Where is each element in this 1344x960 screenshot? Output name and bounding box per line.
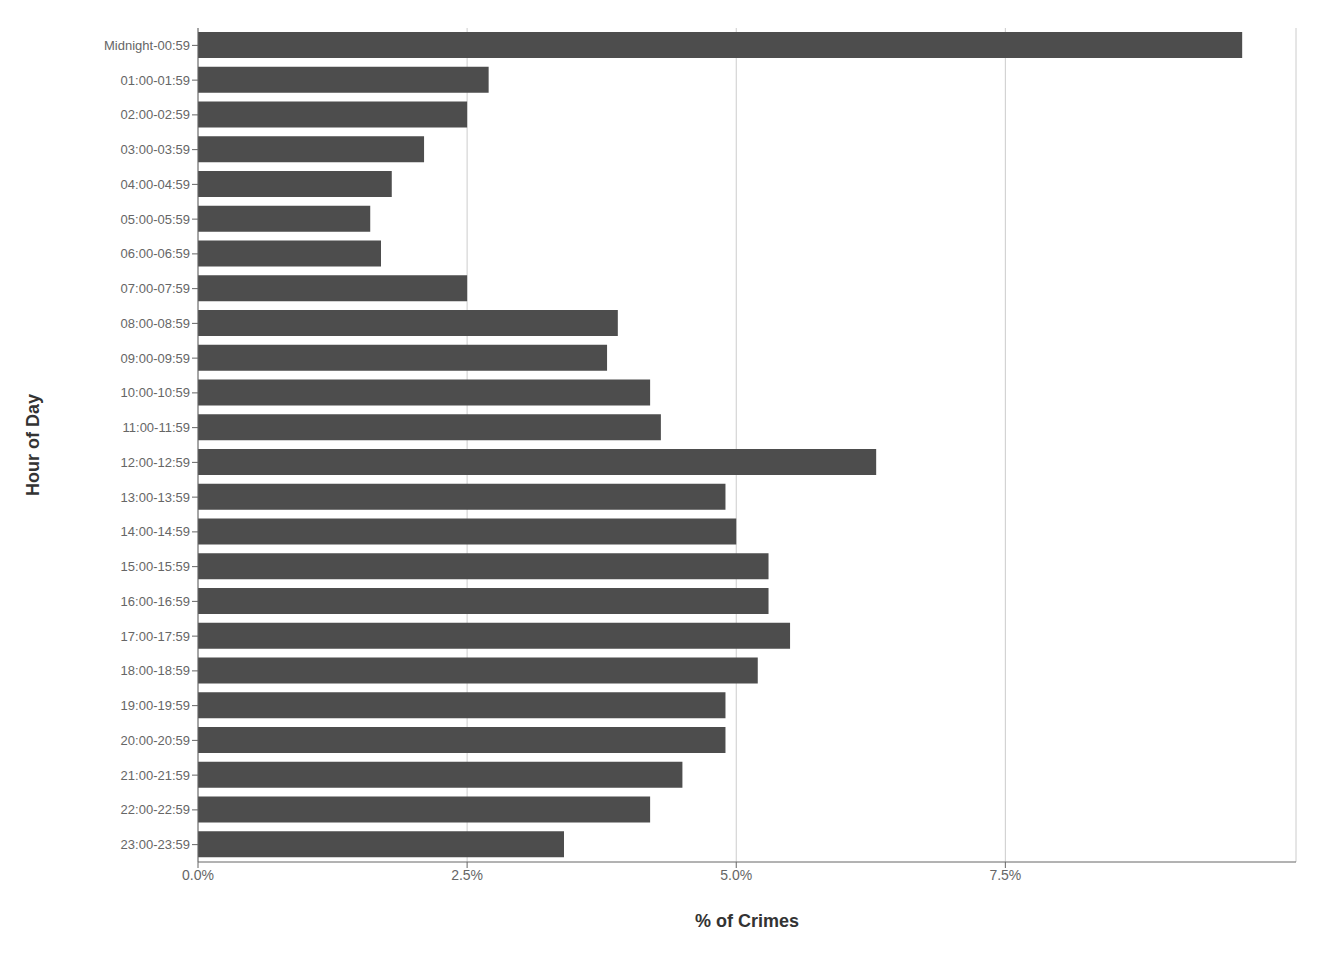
svg-text:14:00-14:59: 14:00-14:59	[121, 524, 190, 539]
svg-text:03:00-03:59: 03:00-03:59	[121, 142, 190, 157]
svg-text:12:00-12:59: 12:00-12:59	[121, 455, 190, 470]
svg-text:15:00-15:59: 15:00-15:59	[121, 559, 190, 574]
svg-text:Hour of Day: Hour of Day	[23, 394, 43, 496]
svg-text:20:00-20:59: 20:00-20:59	[121, 733, 190, 748]
svg-text:05:00-05:59: 05:00-05:59	[121, 212, 190, 227]
svg-text:% of Crimes: % of Crimes	[695, 911, 799, 931]
svg-text:17:00-17:59: 17:00-17:59	[121, 629, 190, 644]
svg-text:13:00-13:59: 13:00-13:59	[121, 490, 190, 505]
svg-text:06:00-06:59: 06:00-06:59	[121, 246, 190, 261]
svg-text:02:00-02:59: 02:00-02:59	[121, 107, 190, 122]
svg-text:21:00-21:59: 21:00-21:59	[121, 768, 190, 783]
svg-text:22:00-22:59: 22:00-22:59	[121, 802, 190, 817]
svg-text:16:00-16:59: 16:00-16:59	[121, 594, 190, 609]
svg-text:04:00-04:59: 04:00-04:59	[121, 177, 190, 192]
svg-text:Midnight-00:59: Midnight-00:59	[104, 38, 190, 53]
svg-text:23:00-23:59: 23:00-23:59	[121, 837, 190, 852]
svg-text:5.0%: 5.0%	[720, 867, 752, 883]
svg-text:08:00-08:59: 08:00-08:59	[121, 316, 190, 331]
svg-text:2.5%: 2.5%	[451, 867, 483, 883]
svg-text:11:00-11:59: 11:00-11:59	[123, 420, 190, 435]
svg-text:0.0%: 0.0%	[182, 867, 214, 883]
svg-text:7.5%: 7.5%	[989, 867, 1021, 883]
svg-text:07:00-07:59: 07:00-07:59	[121, 281, 190, 296]
svg-text:09:00-09:59: 09:00-09:59	[121, 351, 190, 366]
svg-text:19:00-19:59: 19:00-19:59	[121, 698, 190, 713]
svg-text:01:00-01:59: 01:00-01:59	[121, 73, 190, 88]
svg-text:10:00-10:59: 10:00-10:59	[121, 385, 190, 400]
svg-text:18:00-18:59: 18:00-18:59	[121, 663, 190, 678]
